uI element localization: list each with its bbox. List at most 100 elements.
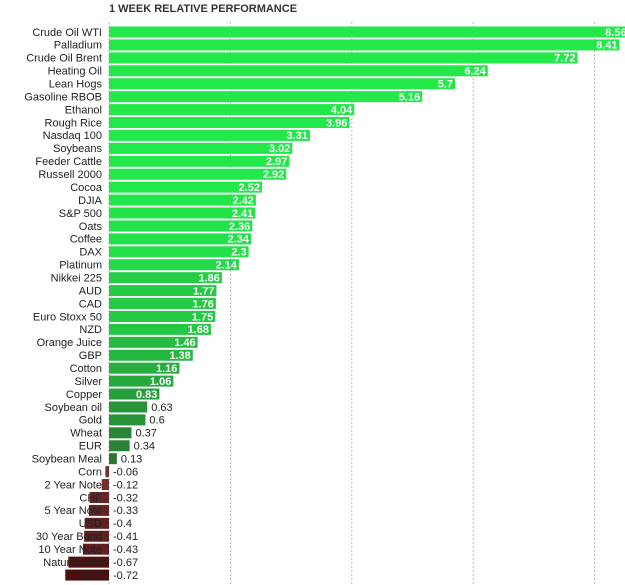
- bar: [101, 479, 109, 491]
- category-label: USD: [79, 518, 102, 530]
- category-label: Soybean Meal: [32, 453, 102, 465]
- category-label: Ethanol: [65, 104, 102, 116]
- value-label: -0.06: [113, 466, 138, 478]
- bar: [109, 375, 174, 387]
- category-label: Nasdaq 100: [43, 130, 102, 142]
- value-label: 1.38: [169, 350, 190, 362]
- bar: [109, 207, 256, 219]
- bar: [109, 117, 350, 129]
- category-label: Coffee: [70, 234, 102, 246]
- bar: [109, 155, 290, 167]
- bar: [109, 220, 253, 232]
- category-label: GBP: [79, 350, 102, 362]
- value-label: -0.4: [113, 518, 132, 530]
- value-label: 2.97: [266, 156, 287, 168]
- category-label: 10 Year Note: [38, 544, 102, 556]
- value-label: 1.06: [150, 376, 171, 388]
- value-label: 3.31: [286, 130, 307, 142]
- category-label: Palladium: [54, 40, 102, 52]
- bar: [109, 362, 180, 374]
- value-label: -0.41: [113, 531, 138, 543]
- value-label: 0.6: [149, 415, 164, 427]
- value-label: 1.16: [156, 363, 177, 375]
- value-label: 5.16: [399, 91, 420, 103]
- category-label: Crude Oil WTI: [32, 27, 102, 39]
- value-label: 2.34: [228, 234, 250, 246]
- value-label: 5.7: [438, 79, 453, 91]
- bar: [109, 401, 148, 413]
- value-label: -0.12: [113, 479, 138, 491]
- value-label: 1.68: [188, 324, 209, 336]
- bar: [109, 104, 355, 116]
- value-label: 0.63: [151, 402, 172, 414]
- bar: [109, 78, 455, 90]
- bar: [109, 233, 252, 245]
- bar: [84, 530, 109, 542]
- category-label: Silver: [74, 376, 102, 388]
- bar: [109, 336, 198, 348]
- value-label: 3.96: [326, 117, 347, 129]
- category-label: Soybeans: [53, 143, 102, 155]
- value-label: 2.92: [263, 169, 284, 181]
- category-label: CAD: [79, 298, 102, 310]
- chart-title: 1 WEEK RELATIVE PERFORMANCE: [109, 3, 298, 15]
- bar: [109, 142, 293, 154]
- category-label: 2 Year Note: [45, 479, 103, 491]
- category-label: AUD: [79, 285, 102, 297]
- category-label: Euro Stoxx 50: [33, 311, 102, 323]
- bar: [109, 259, 239, 271]
- category-label: Nikkei 225: [51, 272, 102, 284]
- value-label: -0.72: [113, 570, 138, 582]
- bar: [109, 285, 217, 297]
- value-label: 0.34: [134, 441, 155, 453]
- value-label: 2.14: [215, 260, 237, 272]
- category-label: NZD: [79, 324, 102, 336]
- value-label: -0.33: [113, 505, 138, 517]
- value-label: 1.77: [193, 285, 214, 297]
- value-label: 2.42: [232, 195, 253, 207]
- category-label: Natural Gas: [43, 557, 102, 569]
- value-label: 4.04: [331, 104, 353, 116]
- value-label: -0.43: [113, 544, 138, 556]
- value-label: 1.76: [192, 298, 213, 310]
- value-label: 6.24: [464, 66, 486, 78]
- bar: [109, 129, 310, 141]
- category-label: 30 Year Bond: [36, 531, 102, 543]
- value-label: 1.75: [192, 311, 213, 323]
- value-labels: 8.568.417.726.245.75.164.043.963.313.022…: [113, 27, 625, 582]
- value-label: 1.46: [174, 337, 195, 349]
- bar: [65, 569, 109, 581]
- category-label: DJIA: [78, 195, 103, 207]
- bar: [109, 181, 262, 193]
- value-label: -0.32: [113, 492, 138, 504]
- category-label: 5 Year Note: [45, 505, 103, 517]
- category-label: JPY: [82, 570, 103, 582]
- bar: [68, 556, 109, 568]
- bar: [82, 543, 109, 555]
- category-label: Russell 2000: [38, 169, 102, 181]
- category-label: Heating Oil: [48, 66, 102, 78]
- category-label: Corn: [78, 466, 102, 478]
- bar: [109, 168, 287, 180]
- bar: [109, 349, 193, 361]
- bar: [105, 466, 109, 478]
- category-label: Rough Rice: [45, 117, 102, 129]
- bar: [109, 427, 132, 439]
- bar: [109, 39, 620, 51]
- value-label: 2.36: [229, 221, 250, 233]
- category-label: Cotton: [70, 363, 102, 375]
- category-label: Oats: [79, 221, 103, 233]
- category-label: Platinum: [59, 260, 102, 272]
- bar: [84, 517, 109, 529]
- value-label: 1.86: [198, 272, 219, 284]
- bar: [89, 491, 109, 503]
- bar: [109, 194, 256, 206]
- bar: [109, 298, 216, 310]
- category-label: Gold: [79, 415, 102, 427]
- category-label: Orange Juice: [37, 337, 102, 349]
- value-label: 2.52: [239, 182, 260, 194]
- bar: [109, 453, 117, 465]
- value-label: 3.02: [269, 143, 290, 155]
- value-label: 8.41: [596, 40, 617, 52]
